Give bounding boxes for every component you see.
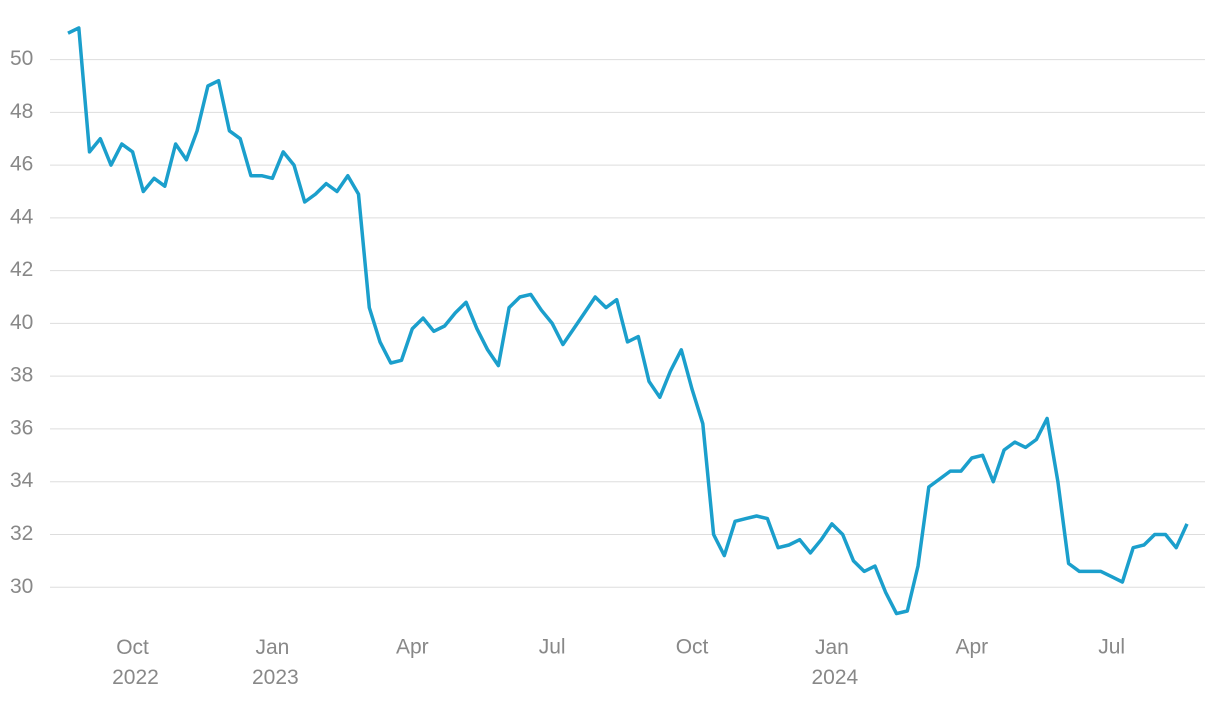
y-tick-label: 36 xyxy=(10,416,33,439)
x-tick-label: Jul xyxy=(539,636,566,659)
y-tick-label: 30 xyxy=(10,575,33,598)
x-tick-label: Oct 2022 xyxy=(106,636,159,689)
y-tick-label: 42 xyxy=(10,258,33,281)
y-tick-label: 34 xyxy=(10,469,34,492)
y-tick-label: 38 xyxy=(10,364,33,387)
y-tick-label: 48 xyxy=(10,100,33,123)
x-tick-label: Apr xyxy=(955,636,988,659)
x-tick-label: Apr xyxy=(396,636,429,659)
x-tick-label: Jul xyxy=(1098,636,1125,659)
y-tick-label: 44 xyxy=(10,205,34,228)
y-tick-label: 46 xyxy=(10,153,33,176)
price-line xyxy=(67,26,1189,616)
x-tick-label: Jan 2023 xyxy=(246,636,299,689)
y-tick-label: 50 xyxy=(10,47,33,70)
x-tick-label: Oct xyxy=(676,636,709,659)
y-tick-label: 32 xyxy=(10,522,33,545)
x-tick-label: Jan 2024 xyxy=(806,636,859,689)
y-tick-label: 40 xyxy=(10,311,33,334)
